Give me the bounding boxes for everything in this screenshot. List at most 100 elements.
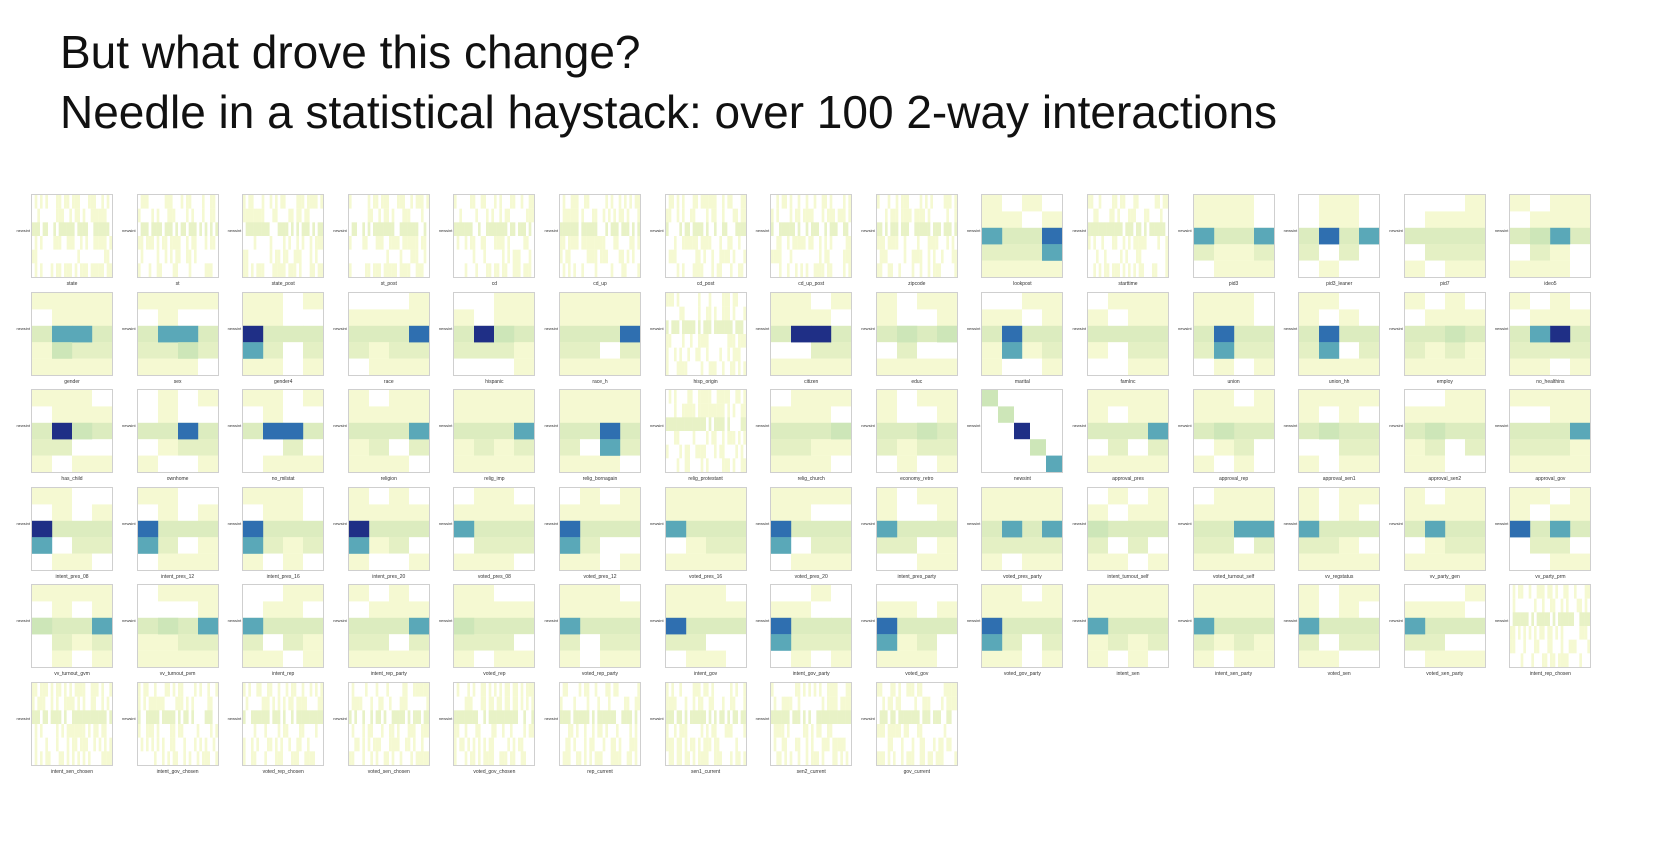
- heatmap-cell: [261, 723, 265, 738]
- heatmap-cell: [375, 750, 379, 765]
- heatmap-cell: [420, 249, 424, 264]
- heatmap-cell: [710, 390, 714, 404]
- heatmap-cell: [685, 650, 706, 667]
- heatmap-cell: [348, 696, 352, 711]
- heatmap-cell: [204, 682, 208, 697]
- heatmap-cell: [1002, 617, 1023, 635]
- heatmap-cell: [686, 417, 690, 432]
- heatmap-cell: [157, 390, 178, 407]
- heatmap-cell: [581, 222, 585, 237]
- heatmap-cell: [185, 249, 189, 264]
- heatmap-cell: [620, 617, 640, 635]
- heatmap-cell: [1109, 249, 1113, 264]
- heatmap-cell: [56, 723, 59, 738]
- heatmap-cell: [678, 431, 682, 445]
- heatmap-cell: [348, 634, 369, 651]
- heatmap-cell: [892, 249, 896, 264]
- heatmap-cell: [378, 195, 381, 209]
- heatmap-cell: [954, 236, 957, 250]
- heatmap-cell: [37, 737, 41, 752]
- heatmap-cell: [368, 503, 389, 521]
- heatmap-cell: [1193, 601, 1214, 618]
- heatmap-cell: [104, 737, 107, 752]
- heatmap-cell: [394, 750, 397, 765]
- heatmap-cell: [1088, 249, 1091, 264]
- y-axis-label: newsint: [333, 423, 347, 428]
- heatmap-cell: [732, 431, 736, 445]
- heatmap-cell: [876, 341, 897, 359]
- heatmap-cell: [1002, 227, 1023, 245]
- heatmap-cell: [251, 208, 255, 223]
- heatmap-cell: [190, 696, 194, 711]
- heatmap-cell: [1550, 598, 1554, 613]
- heatmap-cell: [243, 390, 264, 407]
- heatmap-cell: [367, 249, 371, 264]
- heatmap-cell: [1444, 617, 1465, 635]
- heatmap-cell: [935, 263, 939, 277]
- heatmap-cell: [670, 431, 674, 445]
- heatmap-cell: [678, 360, 682, 375]
- heatmap-cell: [137, 536, 158, 554]
- heatmap-cell: [388, 208, 392, 223]
- heatmap-cell: [52, 520, 73, 537]
- heatmap-cell: [734, 360, 738, 375]
- heatmap-cell: [37, 195, 41, 209]
- heatmap-cell: [470, 750, 474, 765]
- heatmap-cell: [518, 236, 522, 250]
- heatmap-cell: [145, 750, 149, 765]
- heatmap-cell: [573, 249, 577, 264]
- heatmap-cell: [1233, 487, 1254, 505]
- heatmap-cell: [843, 208, 847, 223]
- heatmap-cell: [52, 325, 73, 342]
- heatmap-cell: [180, 682, 184, 697]
- heatmap-cell: [620, 358, 640, 375]
- heatmap-cell: [935, 236, 939, 250]
- heatmap-cell: [681, 306, 685, 321]
- heatmap-cell: [351, 222, 355, 237]
- heatmap-cell: [791, 487, 812, 505]
- heatmap-cell: [465, 249, 468, 264]
- heatmap-plot: [1087, 584, 1169, 668]
- heatmap-cell: [1319, 536, 1340, 554]
- heatmap-cell: [702, 360, 706, 375]
- heatmap-cell: [291, 236, 295, 250]
- heatmap-svg: [1088, 585, 1168, 667]
- heatmap-cell: [1133, 222, 1137, 237]
- heatmap-cell: [1404, 211, 1425, 228]
- heatmap-cell: [665, 431, 669, 445]
- heatmap-cell: [256, 222, 260, 237]
- heatmap-cell: [42, 195, 46, 209]
- heatmap-cell: [581, 208, 585, 223]
- heatmap-cell: [283, 617, 304, 635]
- heatmap-cell: [53, 249, 57, 264]
- heatmap-cell: [1464, 585, 1485, 602]
- heatmap-cell: [362, 750, 365, 765]
- heatmap-cell: [1108, 601, 1129, 618]
- heatmap-cell: [396, 195, 400, 209]
- heatmap-cell: [140, 737, 144, 752]
- heatmap-cell: [304, 195, 308, 209]
- heatmap-cell: [82, 737, 86, 752]
- heatmap-cell: [1539, 612, 1543, 627]
- heatmap-cell: [50, 709, 54, 724]
- heatmap-cell: [407, 263, 411, 277]
- heatmap-cell: [1022, 308, 1043, 326]
- heatmap-cell: [792, 236, 796, 250]
- x-axis-label: starttime: [1118, 281, 1138, 287]
- heatmap-cell: [34, 737, 38, 752]
- heatmap-cell: [166, 737, 170, 752]
- heatmap-cell: [418, 249, 421, 264]
- heatmap-cell: [214, 709, 218, 724]
- heatmap-cell: [96, 222, 99, 237]
- heatmap-cell: [370, 222, 373, 237]
- heatmap-cell: [665, 347, 669, 362]
- heatmap-cell: [459, 249, 463, 264]
- heatmap-cell: [150, 696, 154, 711]
- heatmap-cell: [1404, 503, 1425, 521]
- heatmap-cell: [1106, 208, 1110, 223]
- heatmap-cell: [1128, 341, 1149, 359]
- heatmap-cell: [267, 208, 271, 223]
- heatmap-cell: [521, 750, 524, 765]
- heatmap-cell: [1510, 244, 1531, 261]
- heatmap-cell: [299, 222, 303, 237]
